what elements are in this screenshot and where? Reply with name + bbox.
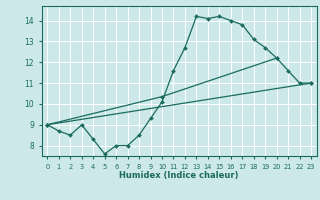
X-axis label: Humidex (Indice chaleur): Humidex (Indice chaleur) [119,171,239,180]
